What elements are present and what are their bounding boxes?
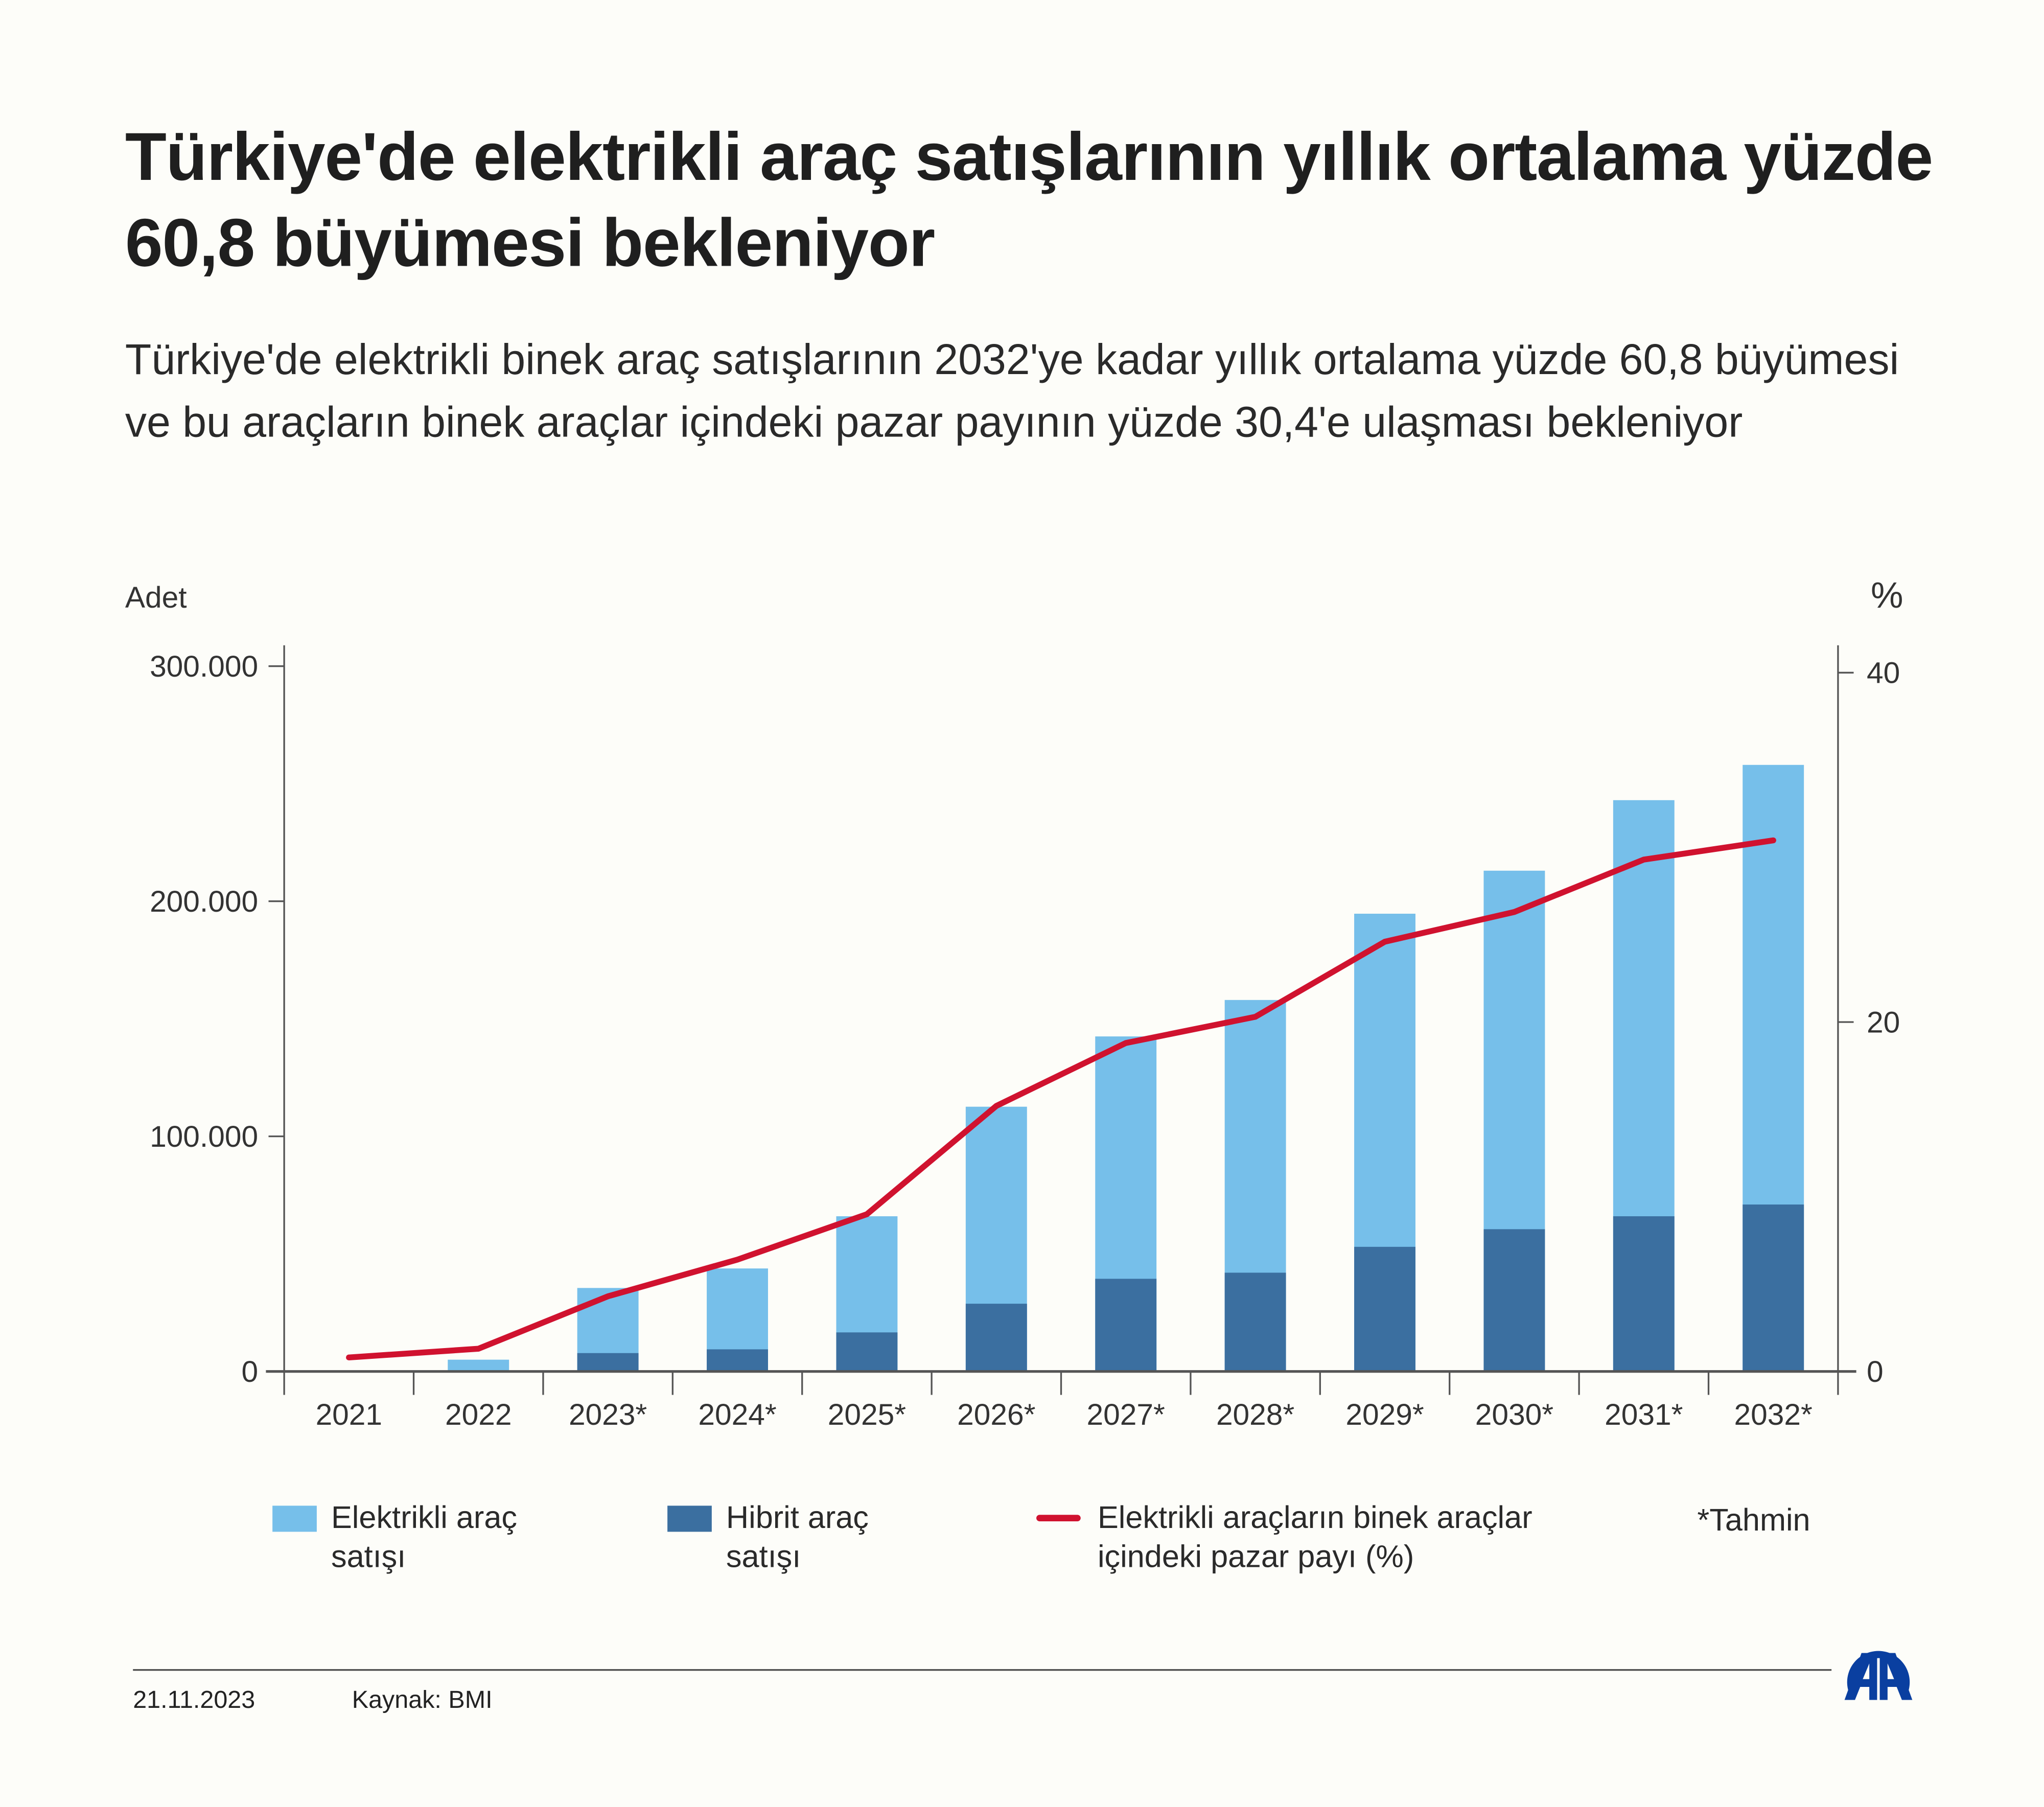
x-tick-label: 2023*: [569, 1398, 647, 1431]
legend-electric: Elektrikli araç satışı: [331, 1500, 517, 1575]
x-tick-label: 2026*: [957, 1398, 1035, 1431]
x-tick-label: 2022: [445, 1398, 512, 1431]
bar-hybrid-2030*: [1483, 1229, 1545, 1372]
left-tick-label: 0: [241, 1355, 258, 1388]
right-tick-label: 0: [1867, 1355, 1884, 1388]
x-tick-label: 2029*: [1345, 1398, 1424, 1431]
bar-hybrid-2032*: [1743, 1204, 1804, 1372]
bar-hybrid-2027*: [1095, 1279, 1157, 1372]
right-tick-label: 40: [1867, 657, 1900, 690]
subtitle: Türkiye'de elektrikli binek araç satışla…: [125, 335, 1899, 446]
legend-share: Elektrikli araçların binek araçlar içinde…: [1097, 1500, 1532, 1575]
market-share-point-2032*: [1773, 840, 1774, 841]
footer-date: 21.11.2023: [133, 1686, 256, 1715]
bar-hybrid-2025*: [836, 1332, 898, 1372]
x-tick-label: 2028*: [1216, 1398, 1294, 1431]
x-tick-label: 2032*: [1734, 1398, 1813, 1431]
page-title: Türkiye'de elektrikli araç satışlarının …: [125, 120, 1933, 282]
x-tick-label: 2030*: [1475, 1398, 1553, 1431]
market-share-point-2028*: [1255, 1016, 1256, 1017]
bar-hybrid-2024*: [707, 1349, 768, 1372]
footer-source: Kaynak: BMI: [352, 1686, 493, 1715]
bar-hybrid-2031*: [1613, 1216, 1675, 1372]
legend-swatch-hybrid: [667, 1505, 712, 1532]
bar-hybrid-2026*: [965, 1304, 1027, 1372]
bar-hybrid-2023*: [577, 1353, 639, 1372]
left-tick-label: 300.000: [150, 650, 258, 683]
bar-hybrid-2028*: [1224, 1272, 1286, 1372]
x-tick-label: 2021: [316, 1398, 383, 1431]
legend-swatch-electric: [272, 1505, 317, 1532]
aa-logo: [1844, 1651, 1913, 1700]
right-axis-label: %: [1871, 575, 1903, 616]
x-tick-label: 2031*: [1605, 1398, 1683, 1431]
market-share-point-2021: [349, 1357, 350, 1358]
bar-hybrid-2029*: [1354, 1246, 1415, 1372]
left-tick-label: 100.000: [150, 1120, 258, 1153]
left-axis-label: Adet: [125, 581, 187, 614]
x-tick-label: 2025*: [828, 1398, 906, 1431]
x-tick-label: 2027*: [1087, 1398, 1165, 1431]
x-tick-label: 2024*: [698, 1398, 776, 1431]
bar-electric-2022: [448, 1359, 509, 1372]
left-tick-label: 200.000: [150, 885, 258, 918]
market-share-line: [346, 837, 1776, 1361]
right-tick-label: 20: [1867, 1006, 1900, 1039]
forecast-note: *Tahmin: [1697, 1503, 1810, 1539]
legend-hybrid: Hibrit araç satışı: [726, 1500, 869, 1575]
legend-swatch-share: [1036, 1515, 1081, 1522]
